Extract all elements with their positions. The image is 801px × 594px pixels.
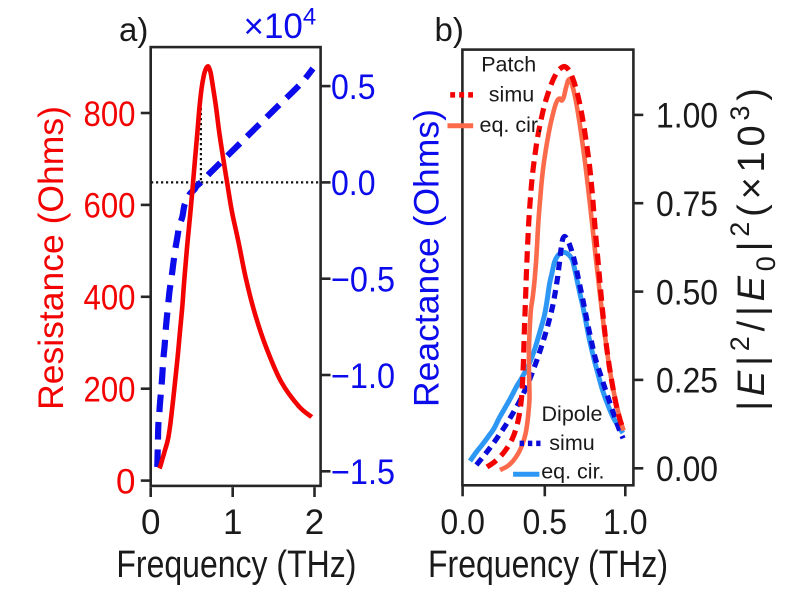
svg-text:−0.5: −0.5 [331, 261, 395, 300]
svg-text:−1.0: −1.0 [331, 357, 395, 396]
svg-text:eq. cir.: eq. cir. [541, 460, 604, 484]
svg-text:0.50: 0.50 [656, 273, 718, 312]
svg-text:1: 1 [223, 503, 242, 542]
svg-text:|E|2/|E0|2(×103): |E|2/|E0|2(×103) [725, 83, 781, 410]
svg-text:simu: simu [489, 83, 534, 107]
svg-text:1.0: 1.0 [603, 503, 648, 542]
svg-text:−1.5: −1.5 [331, 453, 395, 492]
svg-text:0.25: 0.25 [656, 362, 718, 401]
svg-text:×104: ×104 [244, 4, 317, 47]
svg-text:600: 600 [84, 187, 136, 226]
svg-text:400: 400 [84, 279, 136, 318]
svg-text:Reactance (Ohms): Reactance (Ohms) [407, 109, 447, 407]
svg-text:0.00: 0.00 [656, 450, 718, 489]
svg-text:a): a) [119, 11, 148, 48]
svg-text:200: 200 [84, 371, 136, 410]
svg-text:0.5: 0.5 [331, 68, 376, 107]
svg-text:800: 800 [84, 95, 136, 134]
svg-text:0: 0 [141, 503, 160, 542]
svg-text:Resistance (Ohms): Resistance (Ohms) [31, 106, 71, 410]
svg-text:0.0: 0.0 [440, 503, 485, 542]
svg-text:0.75: 0.75 [656, 185, 718, 224]
svg-text:1.00: 1.00 [656, 97, 718, 136]
svg-text:0.0: 0.0 [331, 164, 376, 203]
svg-text:0.5: 0.5 [523, 503, 568, 542]
svg-text:Dipole: Dipole [542, 402, 603, 426]
svg-text:Frequency (THz): Frequency (THz) [428, 544, 668, 586]
svg-text:Patch: Patch [481, 53, 536, 77]
svg-text:b): b) [435, 11, 464, 48]
svg-text:0: 0 [116, 462, 135, 501]
svg-text:eq. cir.: eq. cir. [480, 113, 543, 137]
svg-text:2: 2 [305, 503, 324, 542]
svg-text:simu: simu [549, 431, 594, 455]
svg-text:Frequency (THz): Frequency (THz) [116, 544, 356, 586]
